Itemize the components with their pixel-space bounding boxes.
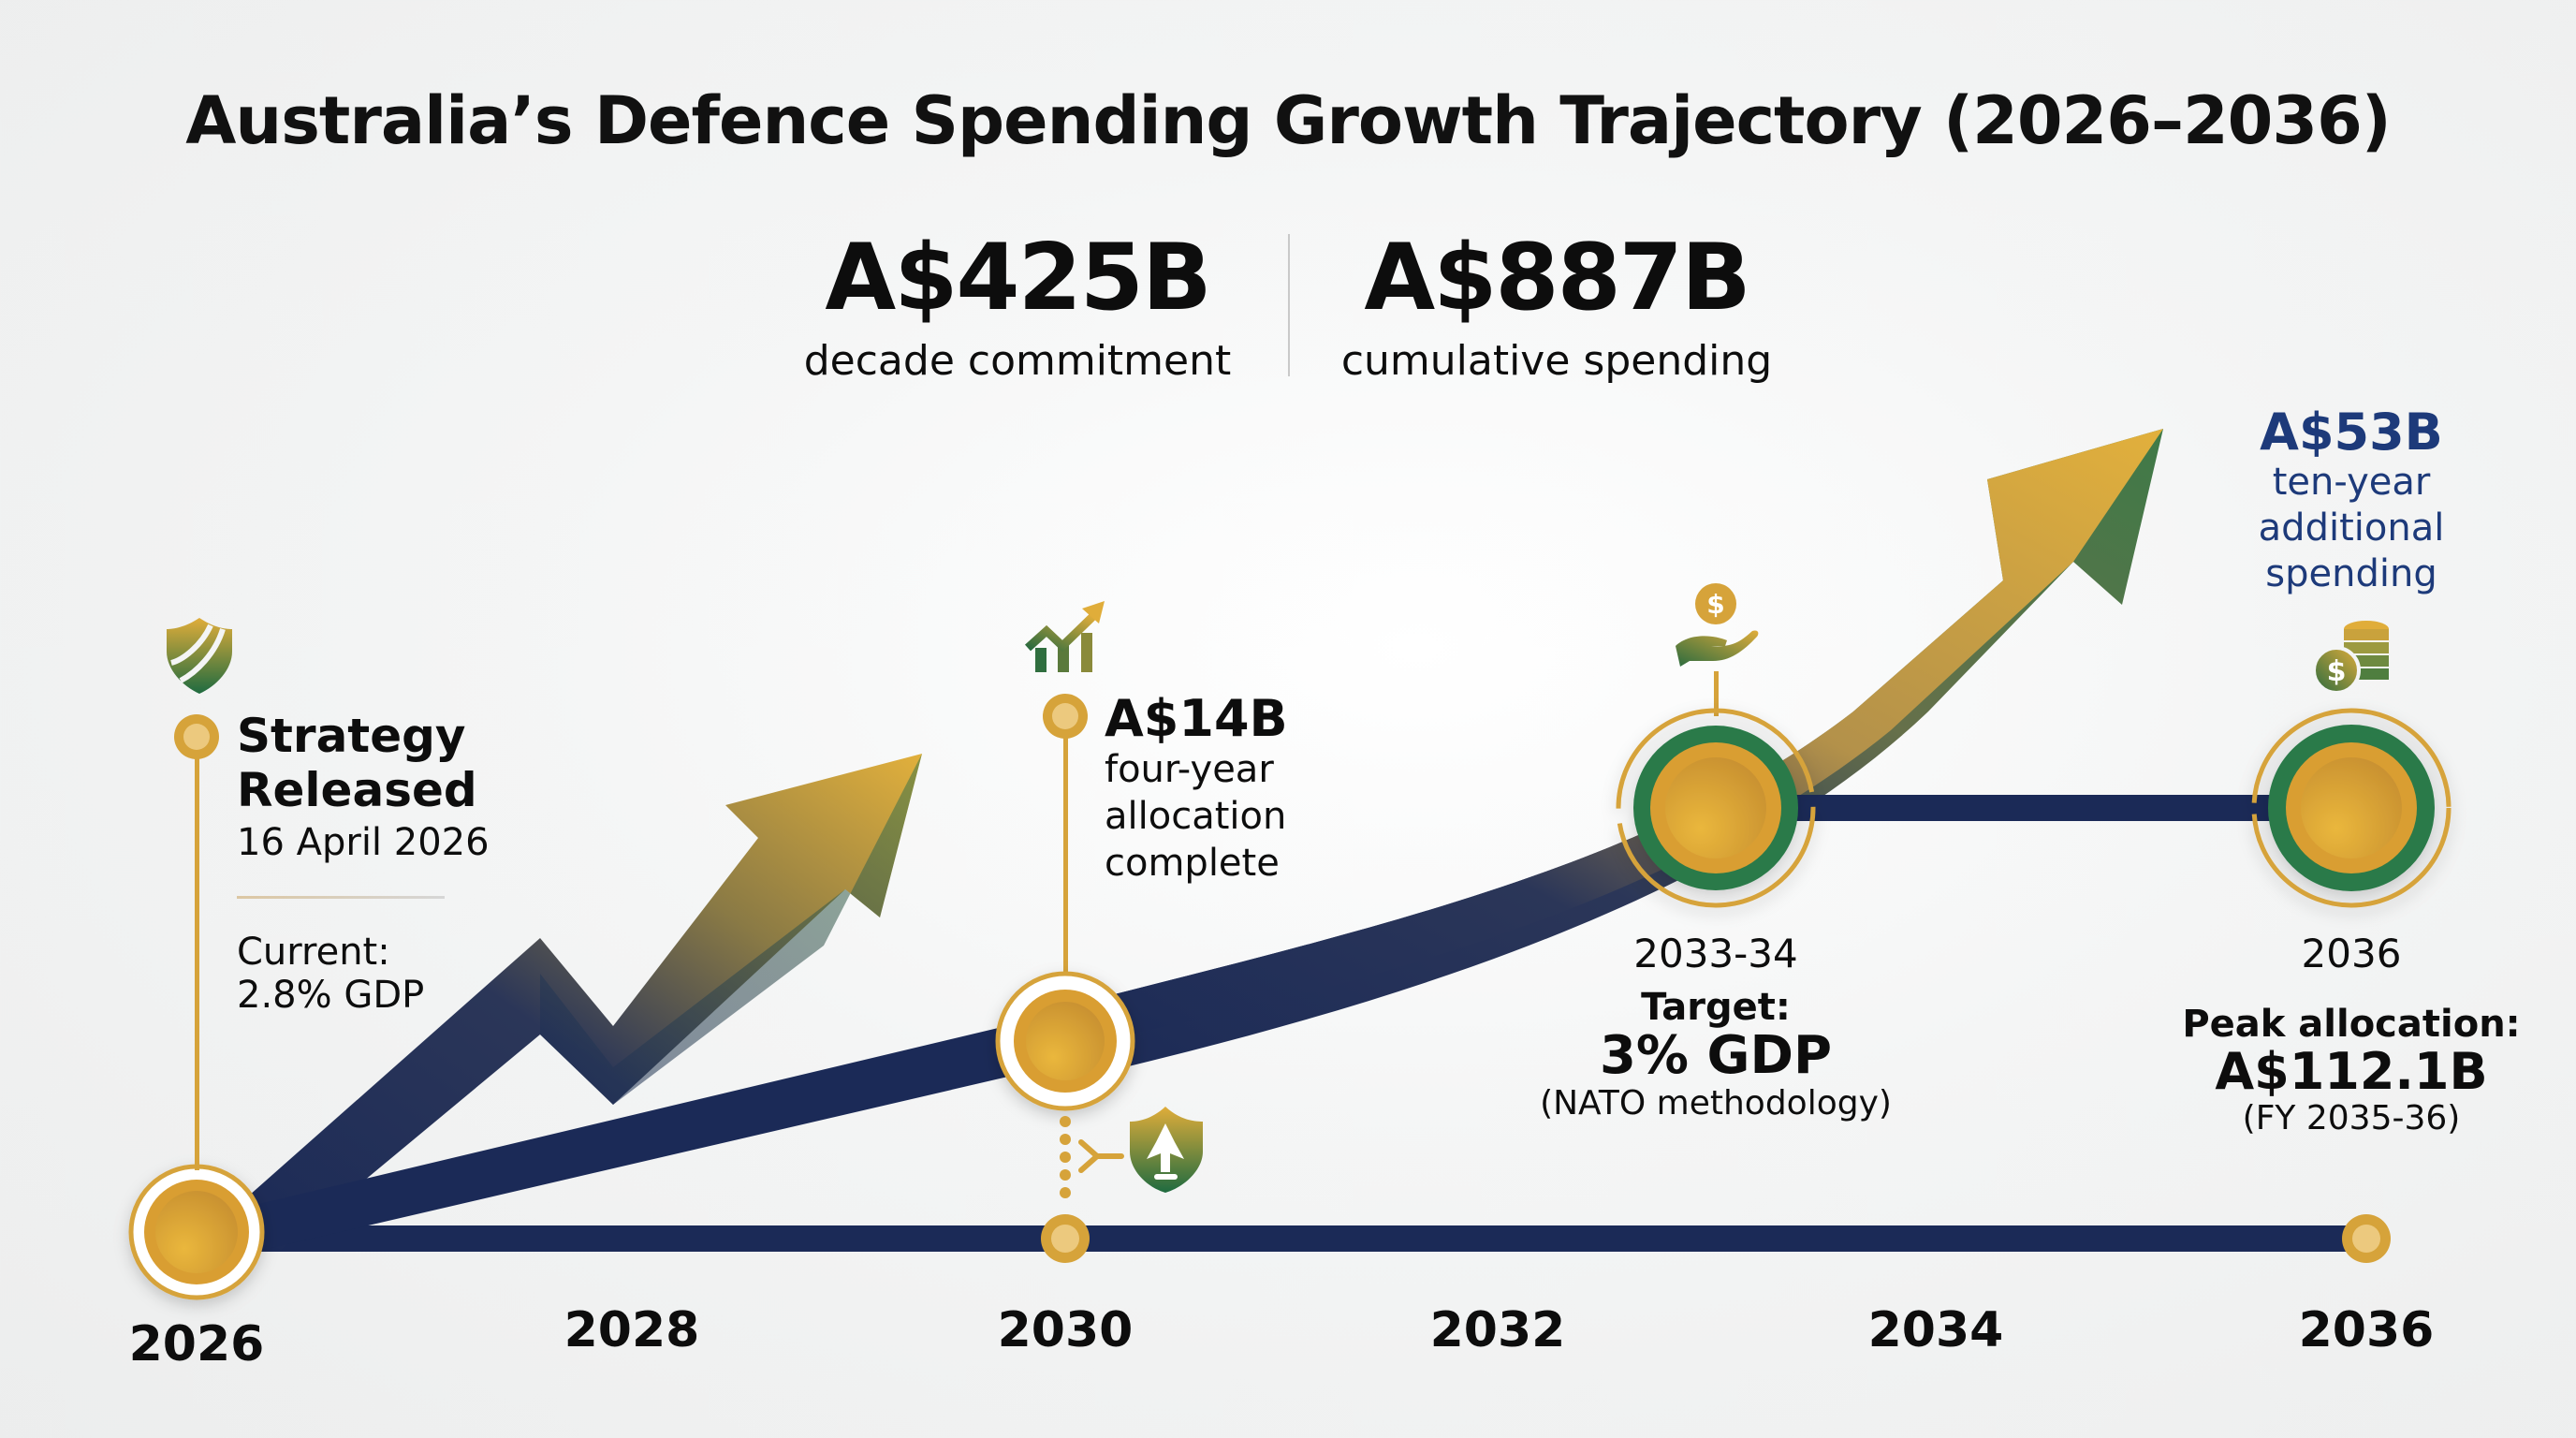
hand-coin-icon: $ <box>1676 583 1759 667</box>
target-stem <box>1714 671 1719 716</box>
year-label-2034: 2034 <box>1867 1302 2004 1358</box>
strategy-divider <box>237 896 445 899</box>
dotted-connector <box>1060 1116 1071 1198</box>
target-label: Target: <box>1641 986 1791 1030</box>
target-note: (NATO methodology) <box>1540 1084 1892 1123</box>
page-title: Australia’s Defence Spending Growth Traj… <box>185 82 2392 159</box>
current-label: Current: <box>237 931 390 974</box>
current-value: 2.8% GDP <box>237 974 425 1017</box>
allocation-line2: allocation <box>1105 795 1287 839</box>
stat-value: A$887B <box>1364 225 1750 331</box>
additional-spending: A$53B ten-year additional spending <box>2164 404 2539 597</box>
target-connector <box>1760 795 2303 821</box>
baseline-dot-2030[interactable] <box>1041 1214 1090 1263</box>
node-2036[interactable] <box>2251 708 2452 908</box>
year-label-2030: 2030 <box>997 1302 1134 1358</box>
baseline-dot-2036[interactable] <box>2342 1214 2391 1263</box>
allocation-line1: four-year <box>1105 748 1274 792</box>
curved-growth-arrow <box>1030 429 2163 1077</box>
baseline-track <box>197 1225 2366 1252</box>
growth-chart-icon <box>1024 601 1105 672</box>
zigzag-arrow <box>225 754 922 1250</box>
year-label-2032: 2032 <box>1429 1302 1566 1358</box>
milestone-target-2033: 2033-34 Target: 3% GDP (NATO methodology… <box>1482 931 1950 1123</box>
additional-line3: spending <box>2265 551 2437 595</box>
stats-divider <box>1288 234 1290 376</box>
strategy-stem <box>195 740 199 1170</box>
milestone-strategy: Strategy Released 16 April 2026 Current:… <box>237 709 490 1017</box>
svg-text:$: $ <box>1706 589 1724 620</box>
allocation-stem <box>1063 721 1068 983</box>
node-2030[interactable] <box>995 971 1135 1111</box>
stat-decade-commitment: A$425B decade commitment <box>755 232 1280 382</box>
target-value: 3% GDP <box>1599 1025 1833 1087</box>
strategy-date: 16 April 2026 <box>237 821 490 864</box>
allocation-line3: complete <box>1105 842 1280 886</box>
strategy-title-line1: Strategy <box>237 709 466 763</box>
shield-rocket-icon <box>1130 1107 1203 1193</box>
stat-label: decade commitment <box>803 337 1232 385</box>
milestone-peak-2036: 2036 Peak allocation: A$112.1B (FY 2035-… <box>2117 931 2576 1137</box>
peak-year: 2036 <box>2301 931 2402 976</box>
peak-label: Peak allocation: <box>2182 1003 2521 1047</box>
target-period: 2033-34 <box>1633 931 1798 976</box>
additional-value: A$53B <box>2260 403 2443 462</box>
peak-fiscal-year: (FY 2035-36) <box>2242 1098 2461 1137</box>
year-label-2026: 2026 <box>128 1316 265 1372</box>
year-label-2036: 2036 <box>2298 1302 2435 1358</box>
stat-label: cumulative spending <box>1340 337 1773 385</box>
node-2026[interactable] <box>128 1164 265 1300</box>
stat-cumulative-spending: A$887B cumulative spending <box>1295 232 1819 382</box>
svg-text:$: $ <box>2327 655 2347 688</box>
lower-ray <box>243 1020 1048 1255</box>
stat-value: A$425B <box>825 225 1211 331</box>
additional-line1: ten-year <box>2272 461 2431 505</box>
additional-line2: additional <box>2258 506 2445 550</box>
peak-value: A$112.1B <box>2215 1042 2488 1102</box>
strategy-title-line2: Released <box>237 762 477 817</box>
node-2033-34[interactable] <box>1616 708 1816 908</box>
year-label-2028: 2028 <box>564 1302 700 1358</box>
shield-icon <box>167 618 232 694</box>
coin-stack-icon: $ <box>2312 621 2389 695</box>
allocation-value: A$14B <box>1105 689 1288 748</box>
milestone-allocation-2030: A$14B four-year allocation complete <box>1105 691 1288 887</box>
